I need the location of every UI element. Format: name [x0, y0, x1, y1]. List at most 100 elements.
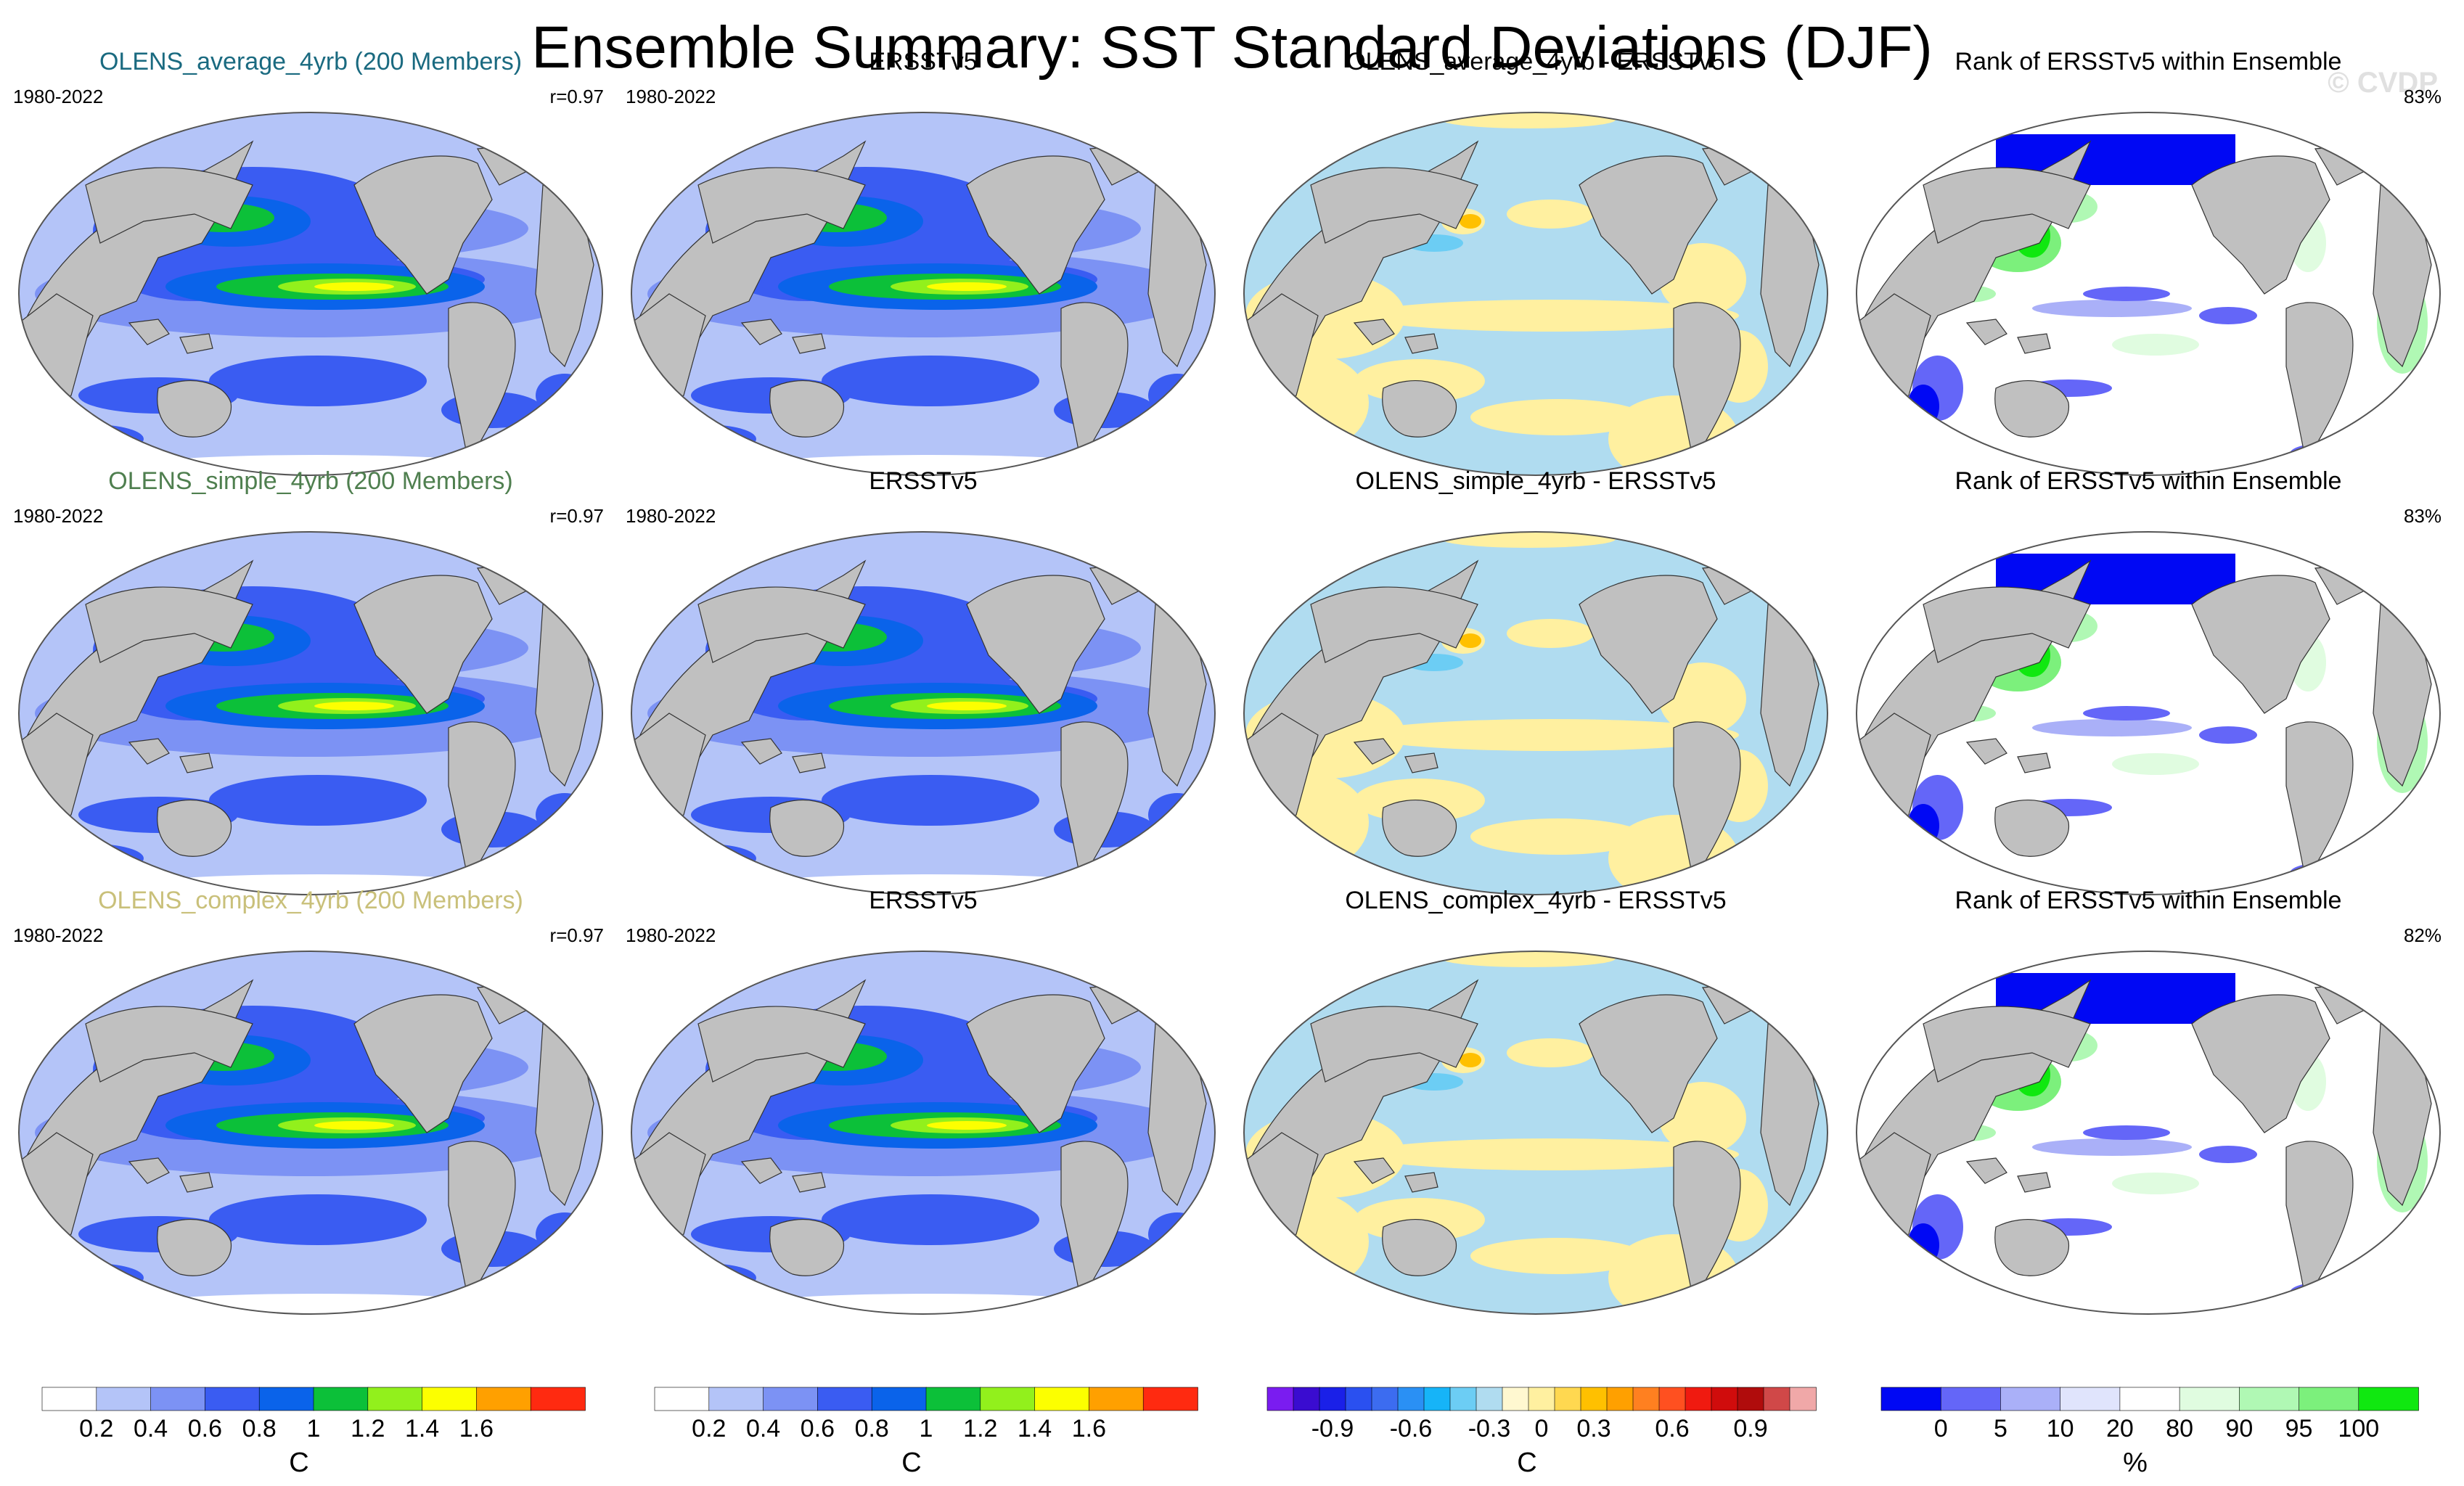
map-panel-r3-c2: ERSSTv5 1980-2022 [626, 887, 1216, 1315]
diff-contour [1460, 633, 1481, 648]
colorbar-swatch [41, 1387, 97, 1411]
sst-contour [734, 1294, 1126, 1314]
rank-patch [2032, 1138, 2192, 1156]
land-mass [179, 1172, 213, 1193]
corner-stat: r=0.97 [550, 505, 604, 527]
sst-contour [314, 702, 394, 710]
colorbar-tick: 1.2 [351, 1415, 385, 1442]
land-mass [85, 1006, 253, 1083]
diff-contour [1507, 1038, 1594, 1067]
map-outline [18, 531, 603, 895]
land-mass [1404, 752, 1438, 773]
land-mass [1382, 1219, 1457, 1276]
colorbar-swatch [96, 1387, 152, 1411]
colorbar-swatch [2060, 1387, 2121, 1411]
colorbar-swatch [422, 1387, 478, 1411]
cvdp-watermark: © CVDP [2328, 67, 2438, 99]
colorbar-tick: -0.9 [1311, 1415, 1354, 1442]
colorbar-swatch [1319, 1387, 1346, 1411]
panel-title: OLENS_simple_4yrb - ERSSTv5 [1356, 467, 1716, 495]
map-area [1857, 112, 2440, 475]
diff-contour [1362, 300, 1739, 332]
sst-contour [42, 1263, 144, 1292]
colorbar-swatch [1632, 1387, 1660, 1411]
colorbar-swatch [1371, 1387, 1399, 1411]
colorbar-swatch [763, 1387, 819, 1411]
colorbar-swatch [1658, 1387, 1686, 1411]
diff-contour [1695, 1286, 1724, 1313]
land-mass [1310, 167, 1478, 244]
land-mass [353, 575, 493, 714]
land-mass [1353, 1157, 1395, 1184]
corner-stat: r=0.97 [550, 924, 604, 946]
diff-contour [1470, 1238, 1645, 1274]
sst-contour [927, 1121, 1007, 1130]
colorbar-tick: -0.6 [1390, 1415, 1433, 1442]
rank-patch [2083, 1125, 2170, 1140]
map-panel-r1-c1: OLENS_average_4yrb (200 Members) 1980-202… [13, 48, 604, 476]
diff-contour [1362, 719, 1739, 751]
diff-contour [1362, 1138, 1739, 1170]
land-mass [2191, 575, 2330, 714]
period-label: 1980-2022 [13, 505, 103, 527]
map-panel-r2-c4: Rank of ERSSTv5 within Ensemble 83% [1856, 467, 2442, 895]
diff-contour [1460, 1053, 1481, 1067]
diff-contour [1441, 951, 1616, 967]
rank-patch [1907, 804, 1939, 847]
map-outline [1243, 112, 1828, 476]
sst-contour [655, 1263, 756, 1292]
land-mass [157, 1219, 232, 1276]
sst-contour [536, 793, 594, 837]
land-mass [966, 155, 1105, 295]
panel-title: ERSSTv5 [869, 887, 977, 914]
colorbar-tick: 0.2 [692, 1415, 726, 1442]
sst-contour [927, 702, 1007, 710]
colorbar-tick: 0.2 [79, 1415, 113, 1442]
panel-title: OLENS_average_4yrb (200 Members) [99, 48, 522, 75]
colorbar-unit: % [2123, 1448, 2148, 1478]
land-mass [2017, 1172, 2051, 1193]
colorbar-tick: 0.8 [242, 1415, 277, 1442]
land-mass [85, 586, 253, 663]
land-mass [2191, 994, 2330, 1133]
map-panel-r1-c2: ERSSTv5 1980-2022 [626, 48, 1216, 476]
colorbar-tick: 95 [2285, 1415, 2313, 1442]
land-mass [1333, 1321, 1746, 1347]
diff-contour [1441, 532, 1616, 548]
sst-contour [187, 951, 245, 958]
diff-contour [1460, 214, 1481, 229]
colorbar-swatch [258, 1387, 314, 1411]
land-mass [740, 1157, 782, 1184]
land-mass [966, 994, 1105, 1133]
diff-contour [1470, 399, 1645, 435]
map-area [19, 112, 602, 475]
period-label: 1980-2022 [626, 86, 716, 107]
land-mass [1310, 1006, 1478, 1083]
colorbar-swatch [1449, 1387, 1477, 1411]
land-mass [353, 155, 493, 295]
sst-contour [187, 532, 245, 539]
map-outline [1243, 531, 1828, 895]
land-mass [353, 994, 493, 1133]
land-mass [1945, 1321, 2359, 1347]
land-mass [107, 1321, 521, 1347]
colorbar-tick: 1.2 [963, 1415, 997, 1442]
colorbar-swatch [205, 1387, 260, 1411]
panel-title: ERSSTv5 [869, 467, 977, 495]
land-mass [1923, 167, 2091, 244]
colorbar-swatch [2358, 1387, 2419, 1411]
colorbar-swatch [2119, 1387, 2180, 1411]
sst-contour [42, 844, 144, 873]
colorbar-swatch [1502, 1387, 1529, 1411]
sst-contour [209, 1194, 427, 1245]
rank-patch [2032, 300, 2192, 317]
sst-contour [927, 282, 1007, 291]
sst-contour [655, 844, 756, 873]
land-mass [157, 380, 232, 438]
colorbar-tick: 100 [2338, 1415, 2379, 1442]
sst-contour [536, 374, 594, 417]
period-label: 1980-2022 [626, 924, 716, 946]
sst-contour [822, 775, 1039, 826]
land-mass [1404, 333, 1438, 354]
colorbar-swatch [1423, 1387, 1451, 1411]
